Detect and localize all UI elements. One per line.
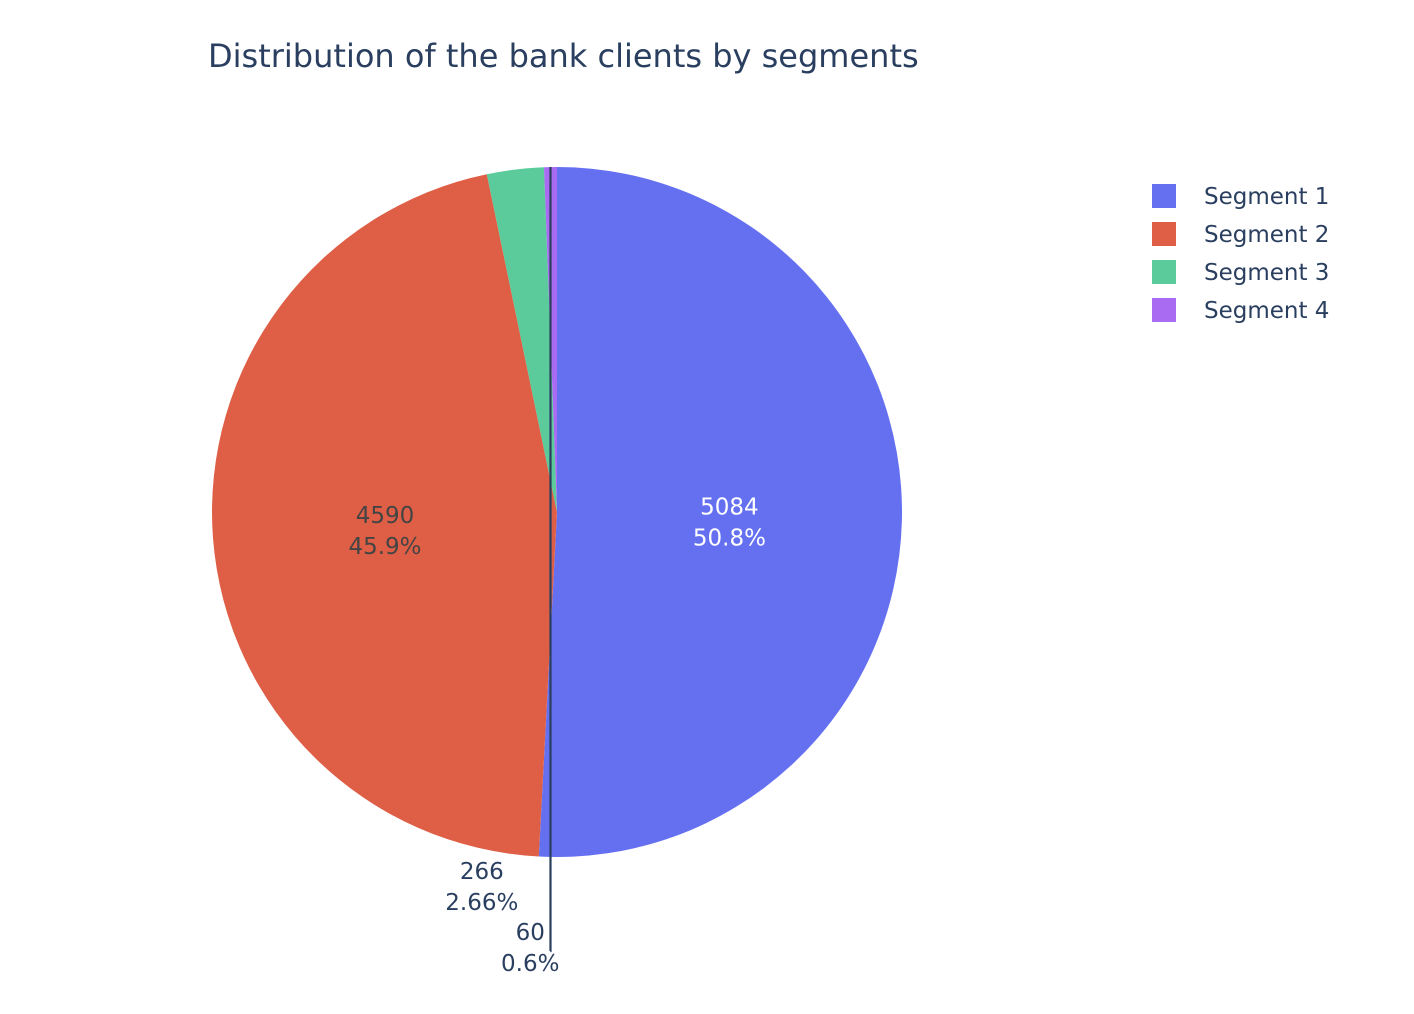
slice-label-4: 60 0.6% <box>501 920 559 977</box>
pie-slice-1 <box>538 167 903 857</box>
legend-label-1: Segment 1 <box>1204 184 1329 210</box>
legend-swatch-2 <box>1152 222 1176 246</box>
pie-slice-3 <box>486 167 557 513</box>
chart-title: Distribution of the bank clients by segm… <box>208 37 919 75</box>
legend: Segment 1 Segment 2 Segment 3 Segment 4 <box>1152 184 1329 324</box>
legend-item-2[interactable]: Segment 2 <box>1152 222 1329 248</box>
slice-label-1: 5084 50.8% <box>693 495 766 552</box>
legend-label-3: Segment 3 <box>1204 260 1329 286</box>
legend-label-2: Segment 2 <box>1204 222 1329 248</box>
legend-label-4: Segment 4 <box>1204 298 1329 324</box>
legend-swatch-1 <box>1152 184 1176 208</box>
slice-label-3: 266 2.66% <box>445 859 518 916</box>
legend-item-3[interactable]: Segment 3 <box>1152 260 1329 286</box>
pie-slices <box>212 167 903 857</box>
pie-slice-2 <box>212 174 557 857</box>
legend-swatch-3 <box>1152 260 1176 284</box>
legend-item-4[interactable]: Segment 4 <box>1152 298 1329 324</box>
legend-item-1[interactable]: Segment 1 <box>1152 184 1329 210</box>
pie-labels: 5084 50.8% 4590 45.9% 266 2.66%60 0.6% <box>348 167 766 977</box>
legend-swatch-4 <box>1152 298 1176 322</box>
slice-label-2: 4590 45.9% <box>348 503 421 560</box>
